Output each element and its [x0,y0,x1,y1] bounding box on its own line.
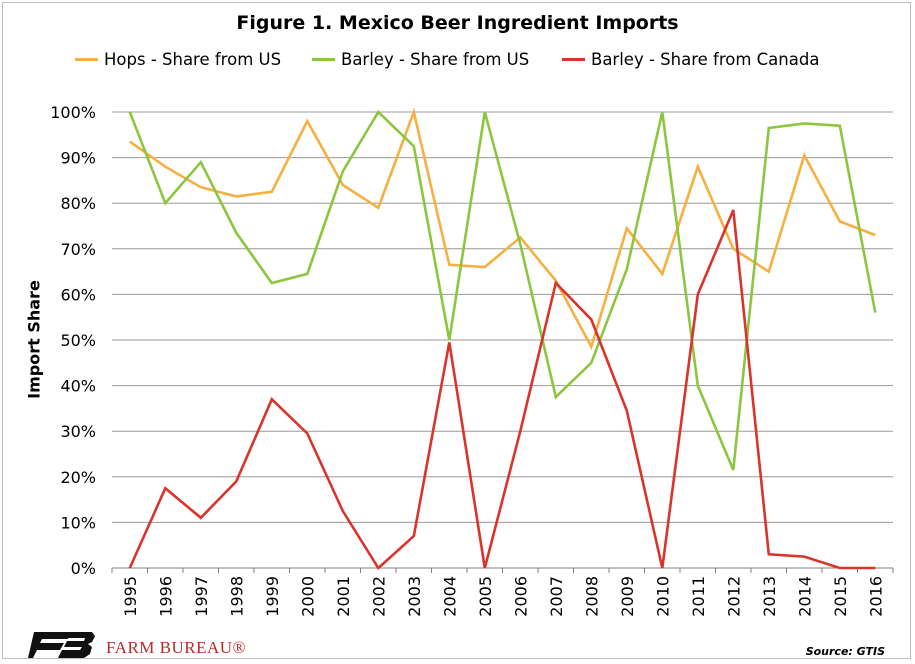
x-tick-label: 1996 [156,576,175,617]
legend: Hops - Share from US Barley - Share from… [0,50,915,74]
y-tick-label: 90% [60,149,96,168]
x-tick-label: 1999 [263,576,282,617]
chart-title: Figure 1. Mexico Beer Ingredient Imports [236,12,679,34]
x-tick-label: 1995 [121,576,140,617]
x-tick-label: 2012 [724,576,743,617]
series-line-2 [128,209,876,571]
x-tick-label: 1998 [227,576,246,617]
legend-label-hops-us: Hops - Share from US [104,50,282,69]
y-tick-label: 40% [60,377,96,396]
legend-swatch-hops-us [75,58,98,61]
farm-bureau-logo: FARM BUREAU® [28,628,278,660]
x-tick-label: 2000 [298,576,317,617]
x-tick-label: 2011 [689,576,708,617]
y-tick-label: 0% [71,559,96,578]
legend-swatch-barley-canada [562,58,585,61]
legend-label-barley-canada: Barley - Share from Canada [591,50,820,69]
x-tick-label: 2007 [547,576,566,617]
x-tick-label: 2001 [334,576,353,617]
x-tick-label: 2004 [440,576,459,617]
farm-bureau-mark-icon [28,632,95,658]
y-tick-label: 50% [60,331,96,350]
x-tick-label: 2003 [405,576,424,617]
x-tick-label: 2006 [511,576,530,617]
x-tick-label: 2015 [831,576,850,617]
y-tick-label: 30% [60,422,96,441]
legend-item-barley-us: Barley - Share from US [312,50,529,69]
x-tick-label: 2008 [582,576,601,617]
legend-label-barley-us: Barley - Share from US [341,50,530,69]
y-tick-label: 10% [60,513,96,532]
x-tick-label: 1997 [192,576,211,617]
x-tick-label: 2016 [866,576,885,617]
y-tick-label: 80% [60,194,96,213]
series-line-1 [128,109,877,471]
x-tick-label: 2002 [369,576,388,617]
x-tick-label: 2014 [795,576,814,617]
y-tick-label: 20% [60,468,96,487]
y-tick-label: 60% [60,285,96,304]
x-tick-label: 2005 [476,576,495,617]
legend-item-barley-canada: Barley - Share from Canada [562,50,819,69]
legend-item-hops-us: Hops - Share from US [75,50,281,69]
y-tick-label: 100% [50,103,96,122]
farm-bureau-wordmark: FARM BUREAU® [106,638,246,657]
legend-swatch-barley-us [312,58,335,61]
x-tick-label: 2013 [760,576,779,617]
x-tick-label: 2010 [653,576,672,617]
source-note: Source: GTIS [805,645,885,658]
y-tick-label: 70% [60,240,96,259]
series-line-0 [129,107,876,351]
x-tick-label: 2009 [618,576,637,617]
y-axis-label: Import Share [24,280,44,399]
